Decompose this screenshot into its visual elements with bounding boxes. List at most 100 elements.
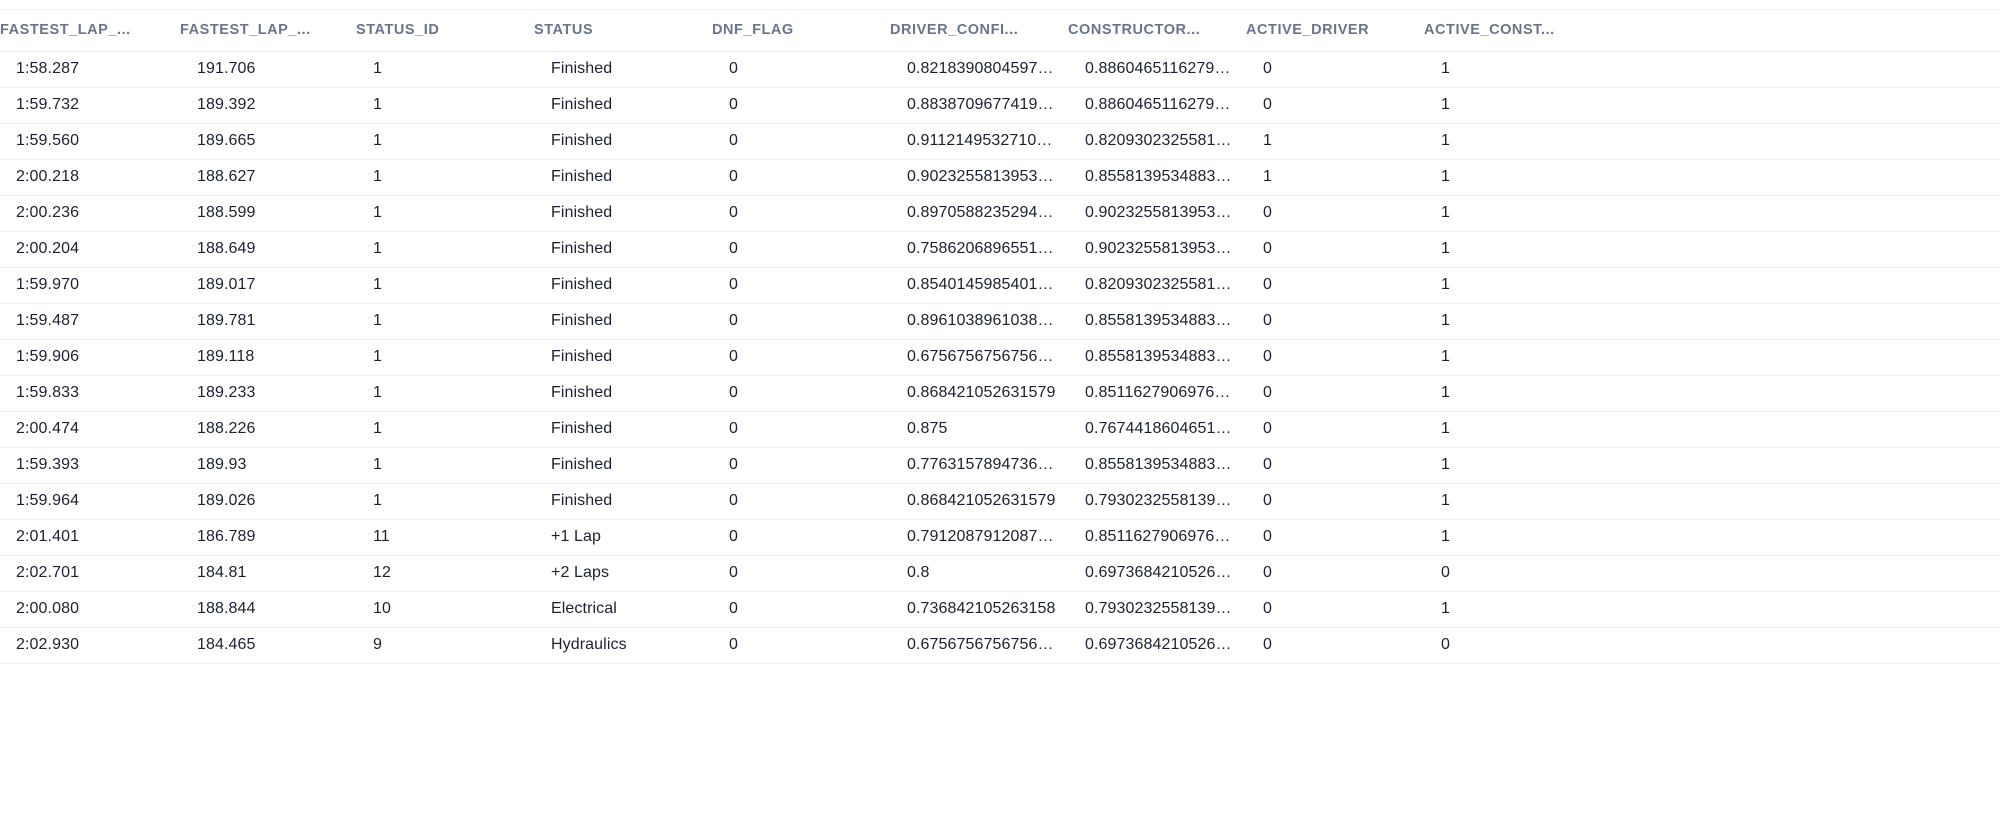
cell-constructor-reliability: 0.8558139534883… — [1068, 159, 1246, 196]
column-header-constructor-reliability[interactable]: CONSTRUCTOR... — [1068, 10, 1246, 52]
cell-constructor-reliability: 0.6973684210526… — [1068, 627, 1246, 664]
cell-status: Electrical — [534, 591, 712, 628]
cell-fastest-lap-time: 2:01.401 — [0, 519, 180, 556]
cell-active-constructor: 1 — [1424, 483, 2000, 520]
cell-constructor-reliability: 0.9023255813953… — [1068, 231, 1246, 268]
table-row[interactable]: 1:59.393 189.93 1 Finished 0 0.7763157894736…… — [0, 447, 2000, 484]
cell-status: Finished — [534, 483, 712, 520]
cell-status: Finished — [534, 51, 712, 88]
cell-active-constructor: 1 — [1424, 447, 2000, 484]
cell-driver-confidence: 0.6756756756756… — [890, 627, 1068, 664]
table-row[interactable]: 1:59.732 189.392 1 Finished 0 0.8838709677419… — [0, 87, 2000, 124]
cell-active-driver: 1 — [1246, 123, 1424, 160]
table-header-row: FASTEST_LAP_... FASTEST_LAP_... STATUS_ID S… — [0, 10, 2000, 52]
cell-active-driver: 0 — [1246, 51, 1424, 88]
cell-status-id: 1 — [356, 267, 534, 304]
cell-active-driver: 0 — [1246, 411, 1424, 448]
cell-dnf-flag: 0 — [712, 627, 890, 664]
cell-active-constructor: 1 — [1424, 195, 2000, 232]
cell-fastest-lap-time: 1:59.906 — [0, 339, 180, 376]
table-row[interactable]: 2:00.080 188.844 10 Electrical 0 0.7368421052… — [0, 591, 2000, 628]
table-row[interactable]: 1:58.287 191.706 1 Finished 0 0.8218390804597… — [0, 51, 2000, 88]
cell-status-id: 1 — [356, 51, 534, 88]
cell-fastest-lap-speed: 184.465 — [180, 627, 356, 664]
cell-fastest-lap-speed: 189.233 — [180, 375, 356, 412]
cell-dnf-flag: 0 — [712, 159, 890, 196]
cell-fastest-lap-time: 1:59.393 — [0, 447, 180, 484]
cell-dnf-flag: 0 — [712, 447, 890, 484]
cell-dnf-flag: 0 — [712, 375, 890, 412]
table-body: 1:58.287 191.706 1 Finished 0 0.8218390804597… — [0, 51, 2000, 664]
table-head: FASTEST_LAP_... FASTEST_LAP_... STATUS_ID S… — [0, 10, 2000, 52]
cell-fastest-lap-time: 2:00.080 — [0, 591, 180, 628]
column-header-dnf-flag[interactable]: DNF_FLAG — [712, 10, 890, 52]
cell-active-constructor: 1 — [1424, 159, 2000, 196]
cell-status-id: 1 — [356, 159, 534, 196]
cell-active-constructor: 1 — [1424, 339, 2000, 376]
column-header-fastest-lap-speed[interactable]: FASTEST_LAP_... — [180, 10, 356, 52]
cell-active-driver: 0 — [1246, 555, 1424, 592]
cell-active-driver: 0 — [1246, 267, 1424, 304]
column-header-fastest-lap-time[interactable]: FASTEST_LAP_... — [0, 10, 180, 52]
data-grid: FASTEST_LAP_... FASTEST_LAP_... STATUS_ID S… — [0, 9, 2000, 664]
table-row[interactable]: 1:59.906 189.118 1 Finished 0 0.6756756756756… — [0, 339, 2000, 376]
cell-constructor-reliability: 0.7674418604651… — [1068, 411, 1246, 448]
table-row[interactable]: 2:02.930 184.465 9 Hydraulics 0 0.67567567567… — [0, 627, 2000, 664]
cell-constructor-reliability: 0.8209302325581… — [1068, 123, 1246, 160]
cell-active-driver: 0 — [1246, 591, 1424, 628]
cell-active-driver: 1 — [1246, 159, 1424, 196]
cell-driver-confidence: 0.736842105263158 — [890, 591, 1068, 628]
cell-active-constructor: 0 — [1424, 627, 2000, 664]
cell-status: Finished — [534, 447, 712, 484]
cell-status: Finished — [534, 195, 712, 232]
cell-status-id: 12 — [356, 555, 534, 592]
cell-dnf-flag: 0 — [712, 195, 890, 232]
cell-status: +2 Laps — [534, 555, 712, 592]
table-row[interactable]: 1:59.560 189.665 1 Finished 0 0.9112149532710… — [0, 123, 2000, 160]
cell-active-constructor: 1 — [1424, 303, 2000, 340]
cell-fastest-lap-speed: 184.81 — [180, 555, 356, 592]
cell-fastest-lap-speed: 189.93 — [180, 447, 356, 484]
table-row[interactable]: 2:00.204 188.649 1 Finished 0 0.7586206896551… — [0, 231, 2000, 268]
cell-dnf-flag: 0 — [712, 519, 890, 556]
cell-active-driver: 0 — [1246, 231, 1424, 268]
cell-fastest-lap-speed: 189.118 — [180, 339, 356, 376]
cell-status: Finished — [534, 267, 712, 304]
column-header-active-driver[interactable]: ACTIVE_DRIVER — [1246, 10, 1424, 52]
cell-status-id: 1 — [356, 195, 534, 232]
table-row[interactable]: 2:00.474 188.226 1 Finished 0 0.875 0.76744186… — [0, 411, 2000, 448]
cell-fastest-lap-time: 2:00.218 — [0, 159, 180, 196]
cell-active-driver: 0 — [1246, 483, 1424, 520]
cell-status-id: 9 — [356, 627, 534, 664]
column-header-status-id[interactable]: STATUS_ID — [356, 10, 534, 52]
table-row[interactable]: 1:59.970 189.017 1 Finished 0 0.8540145985401… — [0, 267, 2000, 304]
table-row[interactable]: 2:00.236 188.599 1 Finished 0 0.8970588235294… — [0, 195, 2000, 232]
table-row[interactable]: 1:59.487 189.781 1 Finished 0 0.8961038961038… — [0, 303, 2000, 340]
cell-constructor-reliability: 0.8558139534883… — [1068, 303, 1246, 340]
cell-active-constructor: 1 — [1424, 411, 2000, 448]
cell-status: Finished — [534, 231, 712, 268]
cell-active-constructor: 1 — [1424, 375, 2000, 412]
cell-dnf-flag: 0 — [712, 339, 890, 376]
table-row[interactable]: 1:59.833 189.233 1 Finished 0 0.8684210526315… — [0, 375, 2000, 412]
cell-status-id: 1 — [356, 231, 534, 268]
cell-status: +1 Lap — [534, 519, 712, 556]
cell-fastest-lap-speed: 189.781 — [180, 303, 356, 340]
cell-fastest-lap-speed: 189.392 — [180, 87, 356, 124]
cell-driver-confidence: 0.9112149532710… — [890, 123, 1068, 160]
table-row[interactable]: 1:59.964 189.026 1 Finished 0 0.8684210526315… — [0, 483, 2000, 520]
column-header-status[interactable]: STATUS — [534, 10, 712, 52]
table-row[interactable]: 2:00.218 188.627 1 Finished 0 0.9023255813953… — [0, 159, 2000, 196]
cell-driver-confidence: 0.8540145985401… — [890, 267, 1068, 304]
table-row[interactable]: 2:02.701 184.81 12 +2 Laps 0 0.8 0.69736842105… — [0, 555, 2000, 592]
table-row[interactable]: 2:01.401 186.789 11 +1 Lap 0 0.7912087912087…… — [0, 519, 2000, 556]
column-header-driver-confidence[interactable]: DRIVER_CONFI... — [890, 10, 1068, 52]
cell-active-constructor: 0 — [1424, 555, 2000, 592]
cell-active-driver: 0 — [1246, 519, 1424, 556]
cell-active-constructor: 1 — [1424, 87, 2000, 124]
column-header-active-constructor[interactable]: ACTIVE_CONST... — [1424, 10, 2000, 52]
cell-status-id: 1 — [356, 87, 534, 124]
cell-active-driver: 0 — [1246, 447, 1424, 484]
cell-fastest-lap-time: 1:59.732 — [0, 87, 180, 124]
cell-status: Hydraulics — [534, 627, 712, 664]
